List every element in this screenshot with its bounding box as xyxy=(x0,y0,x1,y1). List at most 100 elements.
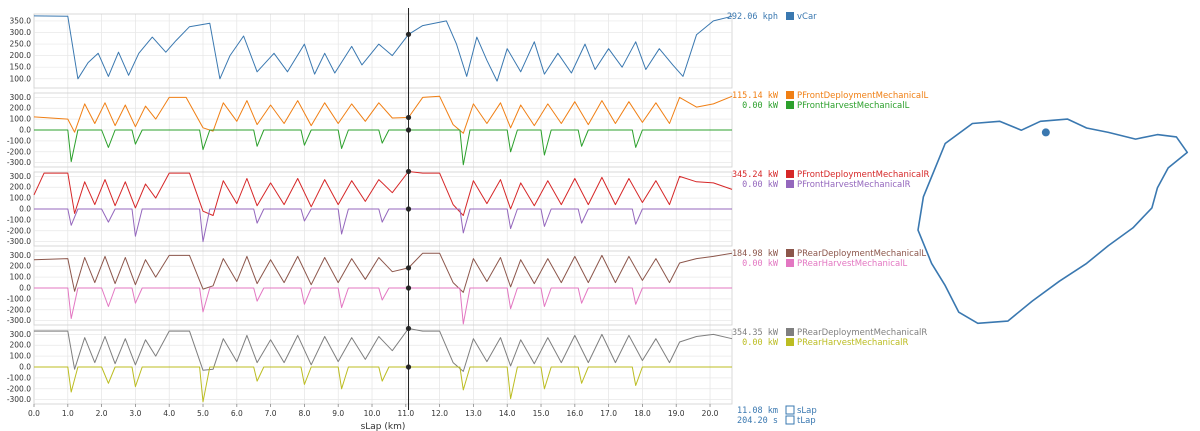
y-tick-label: -300.0 xyxy=(7,237,31,246)
legend-swatch xyxy=(786,170,794,178)
legend-swatch xyxy=(786,180,794,188)
x-tick-label: 11.0 xyxy=(397,409,414,418)
y-tick-label: -200.0 xyxy=(7,226,31,235)
series-line-PFrontHarvestMechanicalR xyxy=(34,208,732,243)
x-tick-label: 1.0 xyxy=(62,409,74,418)
x-tick-label: 9.0 xyxy=(332,409,344,418)
x-tick-label: 10.0 xyxy=(364,409,381,418)
x-tick-label: 12.0 xyxy=(431,409,448,418)
y-tick-label: -100.0 xyxy=(7,294,31,303)
y-tick-label: -300.0 xyxy=(7,316,31,325)
legend-label: PRearHarvestMechanicalR xyxy=(797,338,909,348)
readout-value: 345.24 kW xyxy=(732,170,779,180)
y-tick-label: 100.0 xyxy=(10,194,32,203)
cursor-readout-value: 204.20 s xyxy=(737,416,778,426)
x-tick-label: 18.0 xyxy=(634,409,651,418)
legend-label: vCar xyxy=(797,12,817,22)
series-line-PFrontDeploymentMechanicalR xyxy=(33,171,733,216)
readout-value: 292.06 kph xyxy=(727,12,778,22)
y-tick-label: 0.0 xyxy=(19,363,31,372)
x-tick-label: 16.0 xyxy=(566,409,583,418)
x-tick-label: 6.0 xyxy=(231,409,243,418)
y-tick-label: -100.0 xyxy=(7,136,31,145)
y-tick-label: 200.0 xyxy=(10,183,32,192)
y-tick-label: -100.0 xyxy=(7,215,31,224)
car-position-marker xyxy=(1041,128,1050,137)
y-tick-label: -200.0 xyxy=(7,305,31,314)
readout-value: 354.35 kW xyxy=(732,328,779,338)
y-tick-label: 350.0 xyxy=(10,16,32,25)
y-tick-label: 0.0 xyxy=(19,126,31,135)
y-tick-label: 200.0 xyxy=(10,104,32,113)
y-tick-label: -200.0 xyxy=(7,384,31,393)
cursor-readout-label: tLap xyxy=(797,416,816,426)
legend-swatch xyxy=(786,91,794,99)
y-tick-label: -200.0 xyxy=(7,147,31,156)
y-tick-label: 100.0 xyxy=(10,115,32,124)
x-tick-label: 20.0 xyxy=(702,409,719,418)
legend-label: PFrontHarvestMechanicalR xyxy=(797,180,911,190)
x-tick-label: 19.0 xyxy=(668,409,685,418)
x-tick-label: 3.0 xyxy=(129,409,141,418)
y-tick-label: 150.0 xyxy=(10,63,32,72)
x-tick-label: 2.0 xyxy=(96,409,108,418)
y-tick-label: 300.0 xyxy=(10,251,32,260)
readout-value: 0.00 kW xyxy=(742,338,779,348)
y-tick-label: -300.0 xyxy=(7,158,31,167)
y-tick-label: 300.0 xyxy=(10,172,32,181)
readout-value: 115.14 kW xyxy=(732,91,779,101)
cursor-readout-label: sLap xyxy=(797,406,817,416)
y-tick-label: -100.0 xyxy=(7,373,31,382)
x-tick-label: 17.0 xyxy=(600,409,617,418)
track-map xyxy=(917,118,1189,325)
legend-swatch xyxy=(786,338,794,346)
series-line-PRearHarvestMechanicalR xyxy=(34,366,732,403)
legend-label: PRearDeploymentMechanicalR xyxy=(797,328,927,338)
legend-swatch xyxy=(786,101,794,109)
readout-value: 0.00 kW xyxy=(742,180,779,190)
y-tick-label: 100.0 xyxy=(10,352,32,361)
y-tick-label: 100.0 xyxy=(10,74,32,83)
series-line-PRearHarvestMechanicalL xyxy=(34,287,732,325)
x-tick-label: 5.0 xyxy=(197,409,209,418)
y-tick-label: 300.0 xyxy=(10,93,32,102)
readout-value: 0.00 kW xyxy=(742,101,779,111)
y-tick-label: 200.0 xyxy=(10,341,32,350)
series-line-PFrontHarvestMechanicalL xyxy=(34,129,732,166)
panel-frame xyxy=(33,13,733,89)
x-tick-label: 0.0 xyxy=(28,409,40,418)
y-tick-label: 200.0 xyxy=(10,51,32,60)
x-tick-label: 4.0 xyxy=(163,409,175,418)
legend-label: PRearDeploymentMechanicalL xyxy=(797,249,926,259)
y-tick-label: 0.0 xyxy=(19,205,31,214)
series-line-PRearDeploymentMechanicalL xyxy=(33,252,733,293)
readout-checkbox[interactable] xyxy=(785,405,795,415)
readout-value: 184.98 kW xyxy=(732,249,779,259)
cursor-readout-value: 11.08 km xyxy=(737,406,778,416)
y-tick-label: 300.0 xyxy=(10,330,32,339)
legend-label: PFrontHarvestMechanicalL xyxy=(797,101,910,111)
legend-label: PRearHarvestMechanicalL xyxy=(797,259,908,269)
y-tick-label: 100.0 xyxy=(10,273,32,282)
legend-label: PFrontDeploymentMechanicalL xyxy=(797,91,928,101)
y-tick-label: 200.0 xyxy=(10,262,32,271)
series-line-PFrontDeploymentMechanicalL xyxy=(33,95,733,134)
y-tick-label: 0.0 xyxy=(19,284,31,293)
x-axis-label: sLap (km) xyxy=(361,422,406,431)
readout-value: 0.00 kW xyxy=(742,259,779,269)
legend-swatch xyxy=(786,259,794,267)
legend-swatch xyxy=(786,328,794,336)
y-tick-label: -300.0 xyxy=(7,395,31,404)
x-tick-label: 13.0 xyxy=(465,409,482,418)
x-tick-label: 8.0 xyxy=(298,409,310,418)
series-line-vCar xyxy=(33,15,733,82)
series-line-PRearDeploymentMechanicalR xyxy=(34,328,733,372)
legend-label: PFrontDeploymentMechanicalR xyxy=(797,170,929,180)
legend-swatch xyxy=(786,12,794,20)
x-tick-label: 15.0 xyxy=(533,409,550,418)
y-tick-label: 250.0 xyxy=(10,40,32,49)
readout-checkbox[interactable] xyxy=(785,415,795,425)
legend-swatch xyxy=(786,249,794,257)
x-tick-label: 14.0 xyxy=(499,409,516,418)
